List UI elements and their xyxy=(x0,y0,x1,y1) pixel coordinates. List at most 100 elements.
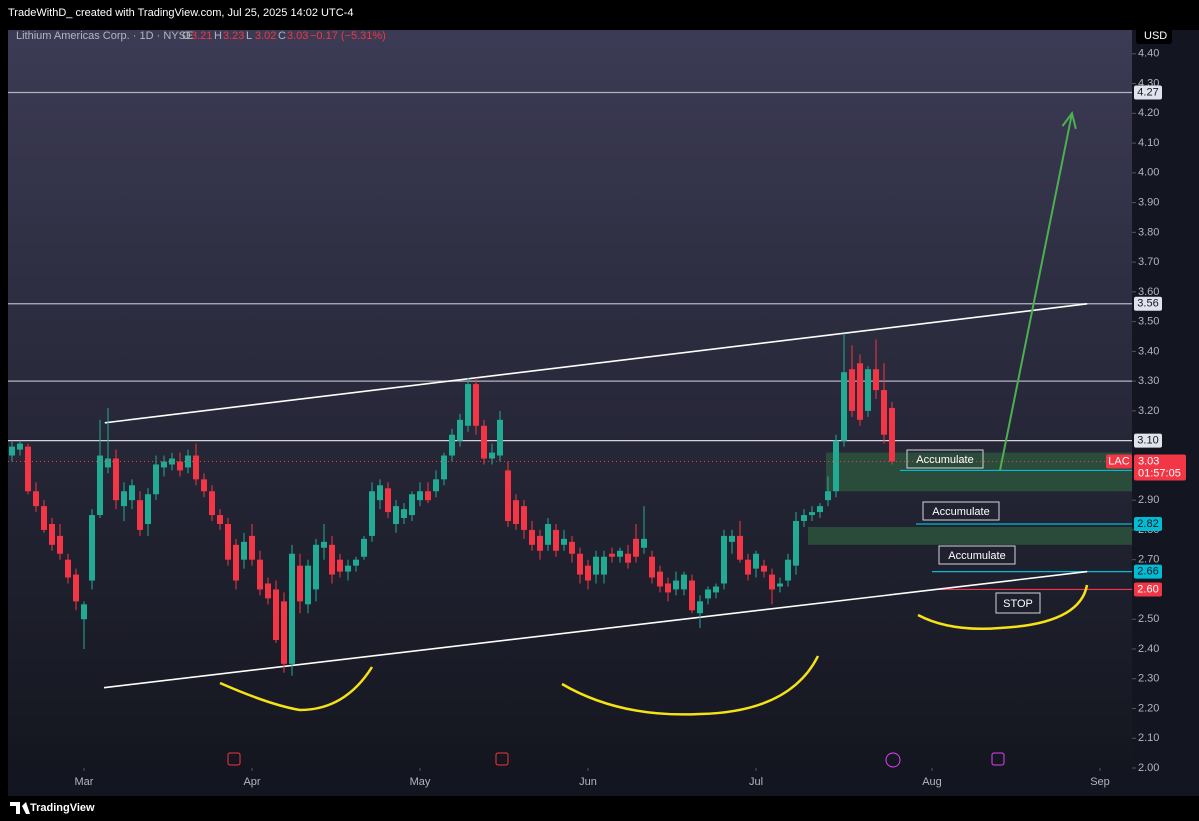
candle-body xyxy=(393,506,399,524)
candle-body xyxy=(649,556,655,578)
candle-body xyxy=(657,571,663,587)
candle-body xyxy=(65,559,71,578)
earnings-icon[interactable] xyxy=(227,752,241,766)
currency: USD xyxy=(1144,30,1167,42)
candle-body xyxy=(489,452,495,459)
candle-body xyxy=(145,494,151,524)
candle-body xyxy=(385,488,391,513)
candle-body xyxy=(553,529,559,551)
y-tick-label: 3.70 xyxy=(1138,256,1159,268)
x-tick-label: Aug xyxy=(922,776,942,788)
x-tick-label: Jun xyxy=(579,776,597,788)
level-badge xyxy=(1134,564,1162,579)
candle-body xyxy=(785,559,791,581)
candle-body xyxy=(73,574,79,602)
candle-body xyxy=(241,541,247,560)
level-label: 2.82 xyxy=(1137,518,1158,530)
event-icons xyxy=(227,752,1005,768)
candle-body xyxy=(273,589,279,641)
x-tick-label: Mar xyxy=(75,776,94,788)
candle-body xyxy=(801,515,807,522)
candle-body xyxy=(545,523,551,545)
legend-key: L xyxy=(246,30,252,42)
annotation-box xyxy=(906,449,984,469)
plot-bg xyxy=(8,30,1132,768)
candle-body xyxy=(313,544,319,590)
y-tick-label: 3.50 xyxy=(1138,316,1159,328)
y-tick-label: 2.30 xyxy=(1138,673,1159,685)
annotation-box xyxy=(995,592,1041,614)
candle-body xyxy=(689,580,695,611)
candle-body xyxy=(257,559,263,590)
candle-body xyxy=(177,461,183,471)
candle-body xyxy=(745,559,751,575)
candle-body xyxy=(41,506,47,530)
annotation: Accumulate xyxy=(932,506,989,518)
candle-body xyxy=(681,574,687,590)
candle-body xyxy=(361,538,367,557)
candle-body xyxy=(673,580,679,590)
legend-key: O xyxy=(182,30,191,42)
x-tick-label: Sep xyxy=(1090,776,1110,788)
y-axis-bg xyxy=(1132,30,1199,796)
footer: TradingView xyxy=(30,802,95,814)
candle-body xyxy=(193,455,199,480)
candle-body xyxy=(497,419,503,456)
candle-body xyxy=(857,363,863,420)
candle-body xyxy=(329,544,335,575)
level-badge xyxy=(1134,433,1162,448)
x-axis-bg xyxy=(8,768,1132,796)
y-tick-label: 2.20 xyxy=(1138,702,1159,714)
candle-body xyxy=(761,565,767,572)
level-badge xyxy=(1134,85,1162,100)
earnings-icon[interactable] xyxy=(495,752,509,766)
candle-body xyxy=(697,601,703,614)
candle-body xyxy=(425,491,431,501)
candle-body xyxy=(513,500,519,524)
level-label: 2.66 xyxy=(1137,566,1158,578)
candle-body xyxy=(625,553,631,563)
x-tick-label: Apr xyxy=(243,776,260,788)
candle-body xyxy=(321,541,327,548)
candle-body xyxy=(337,559,343,572)
y-tick-label: 3.40 xyxy=(1138,345,1159,357)
currency-badge xyxy=(1136,27,1172,44)
candle-body xyxy=(457,419,463,441)
candle-body xyxy=(417,491,423,501)
legend-change: −0.17 (−5.31%) xyxy=(310,30,386,42)
candle-body xyxy=(449,434,455,456)
y-tick-label: 3.90 xyxy=(1138,197,1159,209)
candle-body xyxy=(577,553,583,575)
candle-body xyxy=(713,586,719,593)
arrow-head xyxy=(1061,111,1077,130)
candle-body xyxy=(561,538,567,545)
annotation: Accumulate xyxy=(948,550,1005,562)
candle-body xyxy=(305,565,311,605)
annotation: Accumulate xyxy=(916,454,973,466)
annotation-box xyxy=(922,501,1000,521)
candle-body xyxy=(89,515,95,581)
level-badge xyxy=(1134,582,1162,597)
candle-body xyxy=(33,491,39,507)
y-tick-label: 3.80 xyxy=(1138,226,1159,238)
countdown: 01:57:05 xyxy=(1138,467,1181,479)
dividend-icon[interactable] xyxy=(885,752,901,768)
candle-body xyxy=(97,455,103,516)
x-tick-label: May xyxy=(410,776,431,788)
candle-body xyxy=(217,515,223,524)
candle-body xyxy=(865,369,871,411)
header: TradeWithD_ created with TradingView.com… xyxy=(8,7,353,19)
y-tick-label: 3.30 xyxy=(1138,375,1159,387)
y-tick-label: 4.20 xyxy=(1138,107,1159,119)
candle-body xyxy=(505,470,511,522)
trendline xyxy=(103,570,1088,689)
candle-body xyxy=(153,464,159,495)
candle-body xyxy=(593,556,599,575)
candle-body xyxy=(465,384,471,426)
candle-body xyxy=(721,535,727,584)
legend: O 3.21 H 3.23 L 3.02 C 3.03 −0.17 (−5.31%) xyxy=(182,30,386,42)
earnings-icon[interactable] xyxy=(991,752,1005,766)
candle-body xyxy=(297,565,303,602)
candle-body xyxy=(641,538,647,548)
